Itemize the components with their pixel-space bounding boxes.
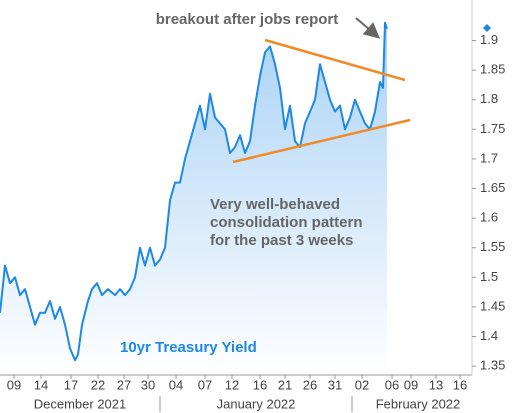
- series-line: [0, 21, 388, 362]
- y-tick-label: 1.35: [480, 358, 505, 373]
- x-tick-label: 09: [7, 377, 21, 392]
- x-tick-label: 16: [253, 377, 267, 392]
- last-marker: [483, 24, 491, 32]
- x-tick-label: 21: [278, 377, 292, 392]
- y-tick-label: 1.85: [480, 62, 505, 77]
- month-label: February 2022: [376, 396, 461, 411]
- y-tick-label: 1.6: [480, 210, 498, 225]
- x-tick-label: 04: [169, 377, 183, 392]
- x-tick-label: 31: [328, 377, 342, 392]
- x-tick-label: 07: [198, 377, 212, 392]
- x-tick-label: 30: [141, 377, 155, 392]
- x-tick-label: 06: [385, 377, 399, 392]
- x-tick-label: 09: [404, 377, 418, 392]
- y-tick-label: 1.4: [480, 328, 498, 343]
- y-tick-label: 1.55: [480, 239, 505, 254]
- x-tick-label: 22: [91, 377, 105, 392]
- series-label: 10yr Treasury Yield: [120, 339, 257, 356]
- y-tick-label: 1.8: [480, 91, 498, 106]
- trend-line: [264, 38, 406, 82]
- month-label: December 2021: [34, 396, 127, 411]
- annotation: consolidation pattern: [210, 214, 363, 231]
- x-tick-label: 27: [117, 377, 131, 392]
- x-tick-label: 16: [453, 377, 467, 392]
- annotation: breakout after jobs report: [156, 11, 339, 28]
- trend-line: [232, 118, 411, 164]
- y-tick-label: 1.9: [480, 32, 498, 47]
- annotation: for the past 3 weeks: [210, 232, 353, 249]
- y-tick-label: 1.5: [480, 269, 498, 284]
- y-tick-label: 1.7: [480, 150, 498, 165]
- x-tick-label: 13: [429, 377, 443, 392]
- x-tick-label: 12: [225, 377, 239, 392]
- y-tick-label: 1.45: [480, 298, 505, 313]
- arrow: [355, 17, 381, 39]
- x-tick-label: 02: [355, 377, 369, 392]
- x-tick-label: 17: [64, 377, 78, 392]
- x-tick-label: 14: [34, 377, 48, 392]
- x-tick-label: 26: [303, 377, 317, 392]
- y-tick-label: 1.65: [480, 180, 505, 195]
- annotation: Very well-behaved: [210, 196, 340, 213]
- month-label: January 2022: [217, 396, 296, 411]
- y-tick-label: 1.75: [480, 121, 505, 136]
